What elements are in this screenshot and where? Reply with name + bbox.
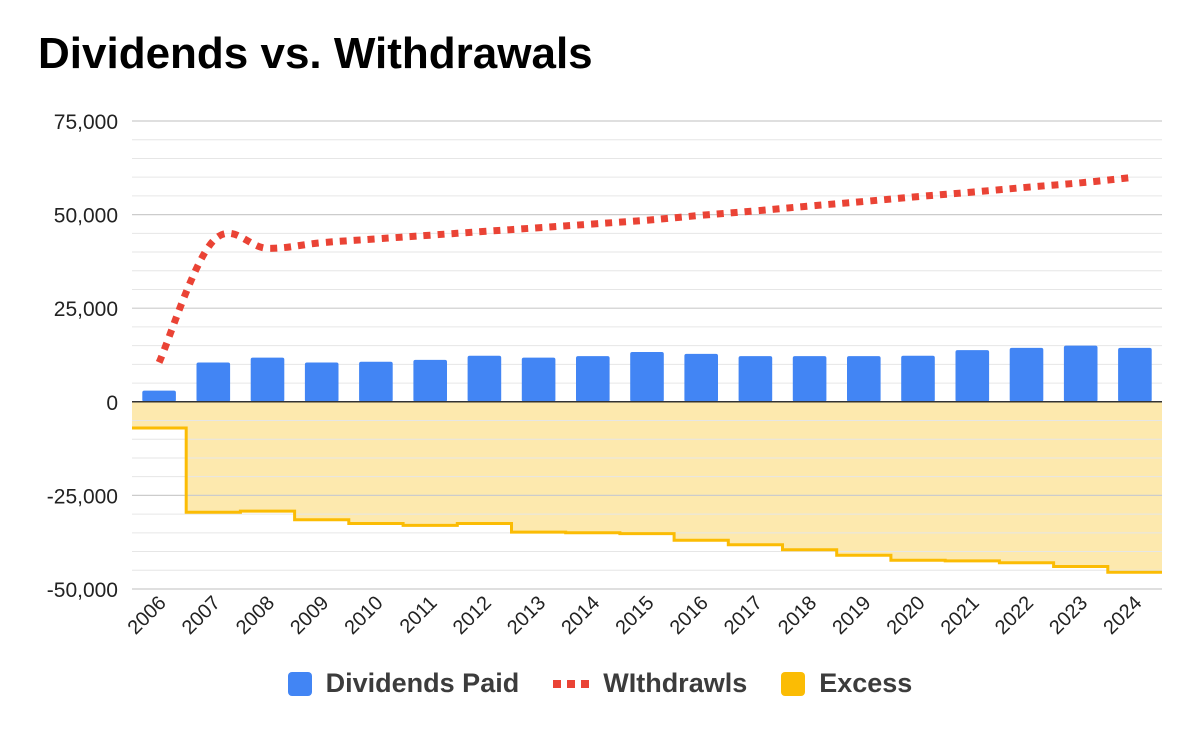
x-tick-label: 2016 bbox=[666, 592, 713, 639]
excess-area-fill bbox=[132, 401, 1162, 573]
y-tick-label: 50,000 bbox=[54, 205, 118, 228]
legend-label-dividends: Dividends Paid bbox=[325, 668, 520, 698]
x-tick-label: 2024 bbox=[1099, 592, 1146, 639]
y-tick-label: -25,000 bbox=[47, 485, 118, 508]
x-tick-label: 2007 bbox=[178, 592, 225, 639]
legend-swatch-excess bbox=[781, 671, 806, 696]
bar-dividends-2011 bbox=[413, 359, 447, 402]
bar-dividends-2024 bbox=[1118, 347, 1152, 402]
x-tick-label: 2009 bbox=[286, 592, 333, 639]
bar-dividends-2014 bbox=[576, 356, 610, 402]
x-tick-label: 2021 bbox=[937, 592, 984, 639]
legend-label-withdrawals: WIthdrawls bbox=[603, 668, 748, 698]
x-tick-label: 2011 bbox=[396, 592, 442, 638]
x-tick-label: 2010 bbox=[340, 592, 387, 639]
legend-item-dividends[interactable]: Dividends Paid bbox=[287, 668, 520, 699]
bar-dividends-2007 bbox=[196, 362, 231, 402]
legend-swatch-dividends bbox=[287, 671, 312, 696]
bar-dividends-2018 bbox=[792, 356, 827, 402]
bar-dividends-2022 bbox=[1009, 347, 1044, 402]
chart-legend: Dividends Paid WIthdrawls Excess bbox=[0, 668, 1200, 699]
legend-swatch-withdrawals bbox=[553, 679, 590, 688]
legend-item-excess[interactable]: Excess bbox=[781, 668, 912, 699]
x-tick-label: 2017 bbox=[720, 592, 767, 639]
bar-dividends-2016 bbox=[684, 353, 718, 402]
bar-dividends-2019 bbox=[847, 356, 881, 402]
bar-dividends-2017 bbox=[738, 356, 773, 402]
bar-dividends-2006 bbox=[142, 390, 176, 402]
x-tick-label: 2013 bbox=[503, 592, 550, 639]
y-tick-label: 25,000 bbox=[54, 298, 118, 321]
x-tick-label: 2015 bbox=[612, 592, 659, 639]
bar-dividends-2010 bbox=[359, 361, 393, 402]
x-tick-label: 2023 bbox=[1045, 592, 1092, 639]
x-tick-label: 2018 bbox=[774, 592, 821, 639]
bar-dividends-2015 bbox=[630, 352, 664, 402]
y-tick-label: 75,000 bbox=[54, 111, 118, 134]
x-tick-label: 2019 bbox=[828, 592, 875, 639]
x-tick-label: 2020 bbox=[883, 592, 930, 639]
bar-dividends-2012 bbox=[467, 355, 502, 402]
excess-step-line bbox=[132, 426, 1162, 574]
y-tick-label: -50,000 bbox=[47, 579, 118, 602]
withdrawals-dotted-line bbox=[155, 173, 1136, 364]
legend-label-excess: Excess bbox=[819, 668, 913, 698]
x-tick-label: 2012 bbox=[449, 592, 496, 639]
bar-dividends-2020 bbox=[901, 355, 935, 402]
bar-dividends-2008 bbox=[250, 357, 285, 402]
x-tick-label: 2022 bbox=[991, 592, 1038, 639]
y-tick-label: 0 bbox=[106, 392, 118, 415]
bar-dividends-2021 bbox=[955, 350, 990, 402]
legend-item-withdrawals[interactable]: WIthdrawls bbox=[553, 668, 747, 699]
bar-dividends-2009 bbox=[304, 362, 339, 402]
x-tick-label: 2014 bbox=[557, 592, 604, 639]
x-tick-label: 2008 bbox=[232, 592, 279, 639]
x-tick-label: 2006 bbox=[124, 592, 171, 639]
chart-title: Dividends vs. Withdrawals bbox=[38, 29, 593, 78]
bar-dividends-2023 bbox=[1063, 345, 1098, 402]
bar-dividends-2013 bbox=[521, 357, 556, 402]
